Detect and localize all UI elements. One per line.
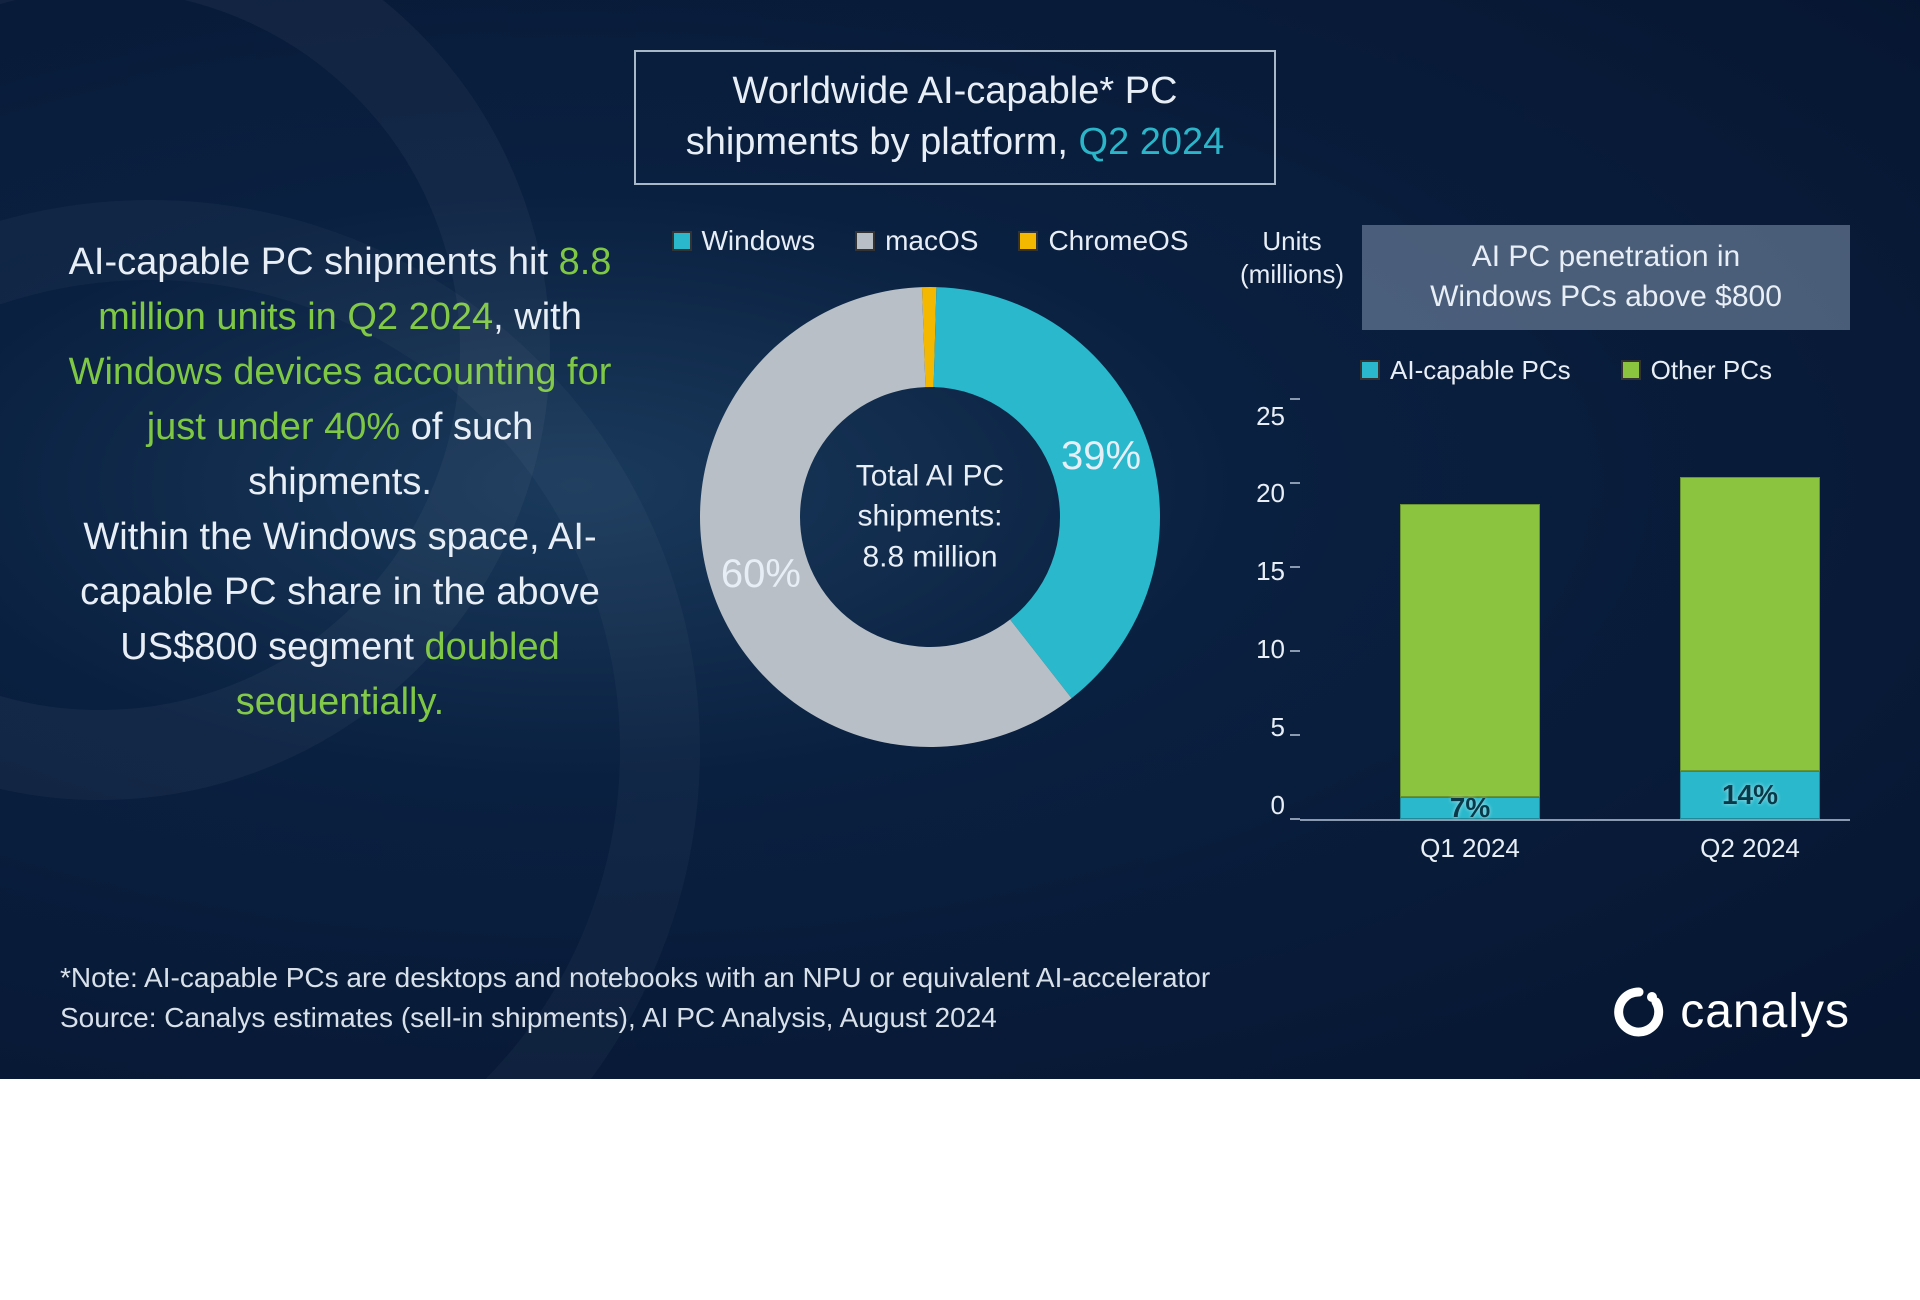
legend-label: ChromeOS	[1048, 225, 1188, 257]
y-tick-label: 25	[1240, 401, 1285, 432]
bar-column: Units (millions) AI PC penetration in Wi…	[1240, 225, 1850, 881]
y-tick-label: 20	[1240, 478, 1285, 509]
donut-center-l3: 8.8 million	[862, 540, 997, 573]
narrative-text: AI-capable PC shipments hit 8.8 million …	[60, 225, 620, 731]
bar-header: Units (millions) AI PC penetration in Wi…	[1240, 225, 1850, 330]
donut-legend: Windows macOS ChromeOS	[672, 225, 1189, 257]
bar-pct-label: 14%	[1722, 779, 1778, 811]
narrative-span: , with	[493, 296, 582, 338]
bar-segment-ai: 7%	[1400, 797, 1540, 819]
legend-item: macOS	[855, 225, 978, 257]
bar-title: AI PC penetration in Windows PCs above $…	[1362, 225, 1850, 330]
slide: Worldwide AI-capable* PC shipments by pl…	[0, 0, 1920, 1079]
y-tick-mark	[1290, 566, 1300, 568]
legend-item: Windows	[672, 225, 816, 257]
y-tick-mark	[1290, 734, 1300, 736]
y-tick-label: 10	[1240, 634, 1285, 665]
donut-column: Windows macOS ChromeOS Total AI PC shipmen…	[650, 225, 1210, 757]
bar-pct-label: 7%	[1450, 792, 1490, 824]
y-tick-label: 0	[1240, 790, 1285, 821]
donut-slice-label: 39%	[1061, 434, 1141, 479]
legend-swatch	[1621, 360, 1641, 380]
y-axis-title-l1: Units	[1262, 226, 1321, 256]
bar-legend: AI-capable PCs Other PCs	[1360, 355, 1850, 386]
main-row: AI-capable PC shipments hit 8.8 million …	[60, 225, 1850, 881]
legend-label: Windows	[702, 225, 816, 257]
title-line-1: Worldwide AI-capable* PC	[733, 70, 1178, 112]
bar-title-l1: AI PC penetration in	[1472, 240, 1741, 273]
legend-swatch	[855, 231, 875, 251]
y-tick-label: 15	[1240, 556, 1285, 587]
legend-item: AI-capable PCs	[1360, 355, 1571, 386]
y-tick-label: 5	[1240, 712, 1285, 743]
footnote-l2: Source: Canalys estimates (sell-in shipm…	[60, 1002, 997, 1033]
bar-segment-other	[1680, 477, 1820, 771]
donut-center-l1: Total AI PC	[856, 459, 1004, 492]
canalys-logo-icon	[1614, 987, 1664, 1037]
bar-group: 14%Q2 2024	[1680, 477, 1820, 819]
bar-title-l2: Windows PCs above $800	[1430, 280, 1782, 313]
y-tick-mark	[1290, 482, 1300, 484]
canalys-logo: canalys	[1614, 984, 1850, 1039]
bar-group: 7%Q1 2024	[1400, 504, 1540, 818]
canalys-logo-text: canalys	[1680, 984, 1850, 1039]
x-axis-label: Q1 2024	[1420, 833, 1520, 864]
legend-item: Other PCs	[1621, 355, 1772, 386]
narrative-span: AI-capable PC shipments hit	[69, 241, 559, 283]
legend-label: AI-capable PCs	[1390, 355, 1571, 386]
donut-chart: Total AI PC shipments: 8.8 million 39% 60…	[690, 277, 1170, 757]
footnote: *Note: AI-capable PCs are desktops and n…	[60, 958, 1210, 1039]
legend-label: macOS	[885, 225, 978, 257]
y-tick-mark	[1290, 650, 1300, 652]
bar-chart: 2520151050 7%Q1 202414%Q2 2024	[1240, 401, 1850, 881]
legend-item: ChromeOS	[1018, 225, 1188, 257]
legend-label: Other PCs	[1651, 355, 1772, 386]
donut-slice-label: 60%	[721, 552, 801, 597]
y-axis: 25 20 15 10 5 0	[1240, 401, 1300, 821]
legend-swatch	[1360, 360, 1380, 380]
chart-title-box: Worldwide AI-capable* PC shipments by pl…	[634, 50, 1277, 185]
donut-center-l2: shipments:	[857, 499, 1002, 532]
footnote-l1: *Note: AI-capable PCs are desktops and n…	[60, 962, 1210, 993]
donut-center-label: Total AI PC shipments: 8.8 million	[820, 456, 1040, 578]
y-tick-mark	[1290, 818, 1300, 820]
y-tick-mark	[1290, 398, 1300, 400]
x-axis-label: Q2 2024	[1700, 833, 1800, 864]
bar-plot-area: 7%Q1 2024 14%Q2 2024	[1300, 401, 1850, 821]
bar-segment-other	[1400, 504, 1540, 796]
y-axis-title: Units (millions)	[1240, 225, 1344, 293]
title-line-2b: Q2 2024	[1079, 121, 1225, 163]
bar-segment-ai: 14%	[1680, 771, 1820, 819]
legend-swatch	[672, 231, 692, 251]
legend-swatch	[1018, 231, 1038, 251]
title-line-2a: shipments by platform,	[686, 121, 1079, 163]
y-axis-title-l2: (millions)	[1240, 259, 1344, 289]
